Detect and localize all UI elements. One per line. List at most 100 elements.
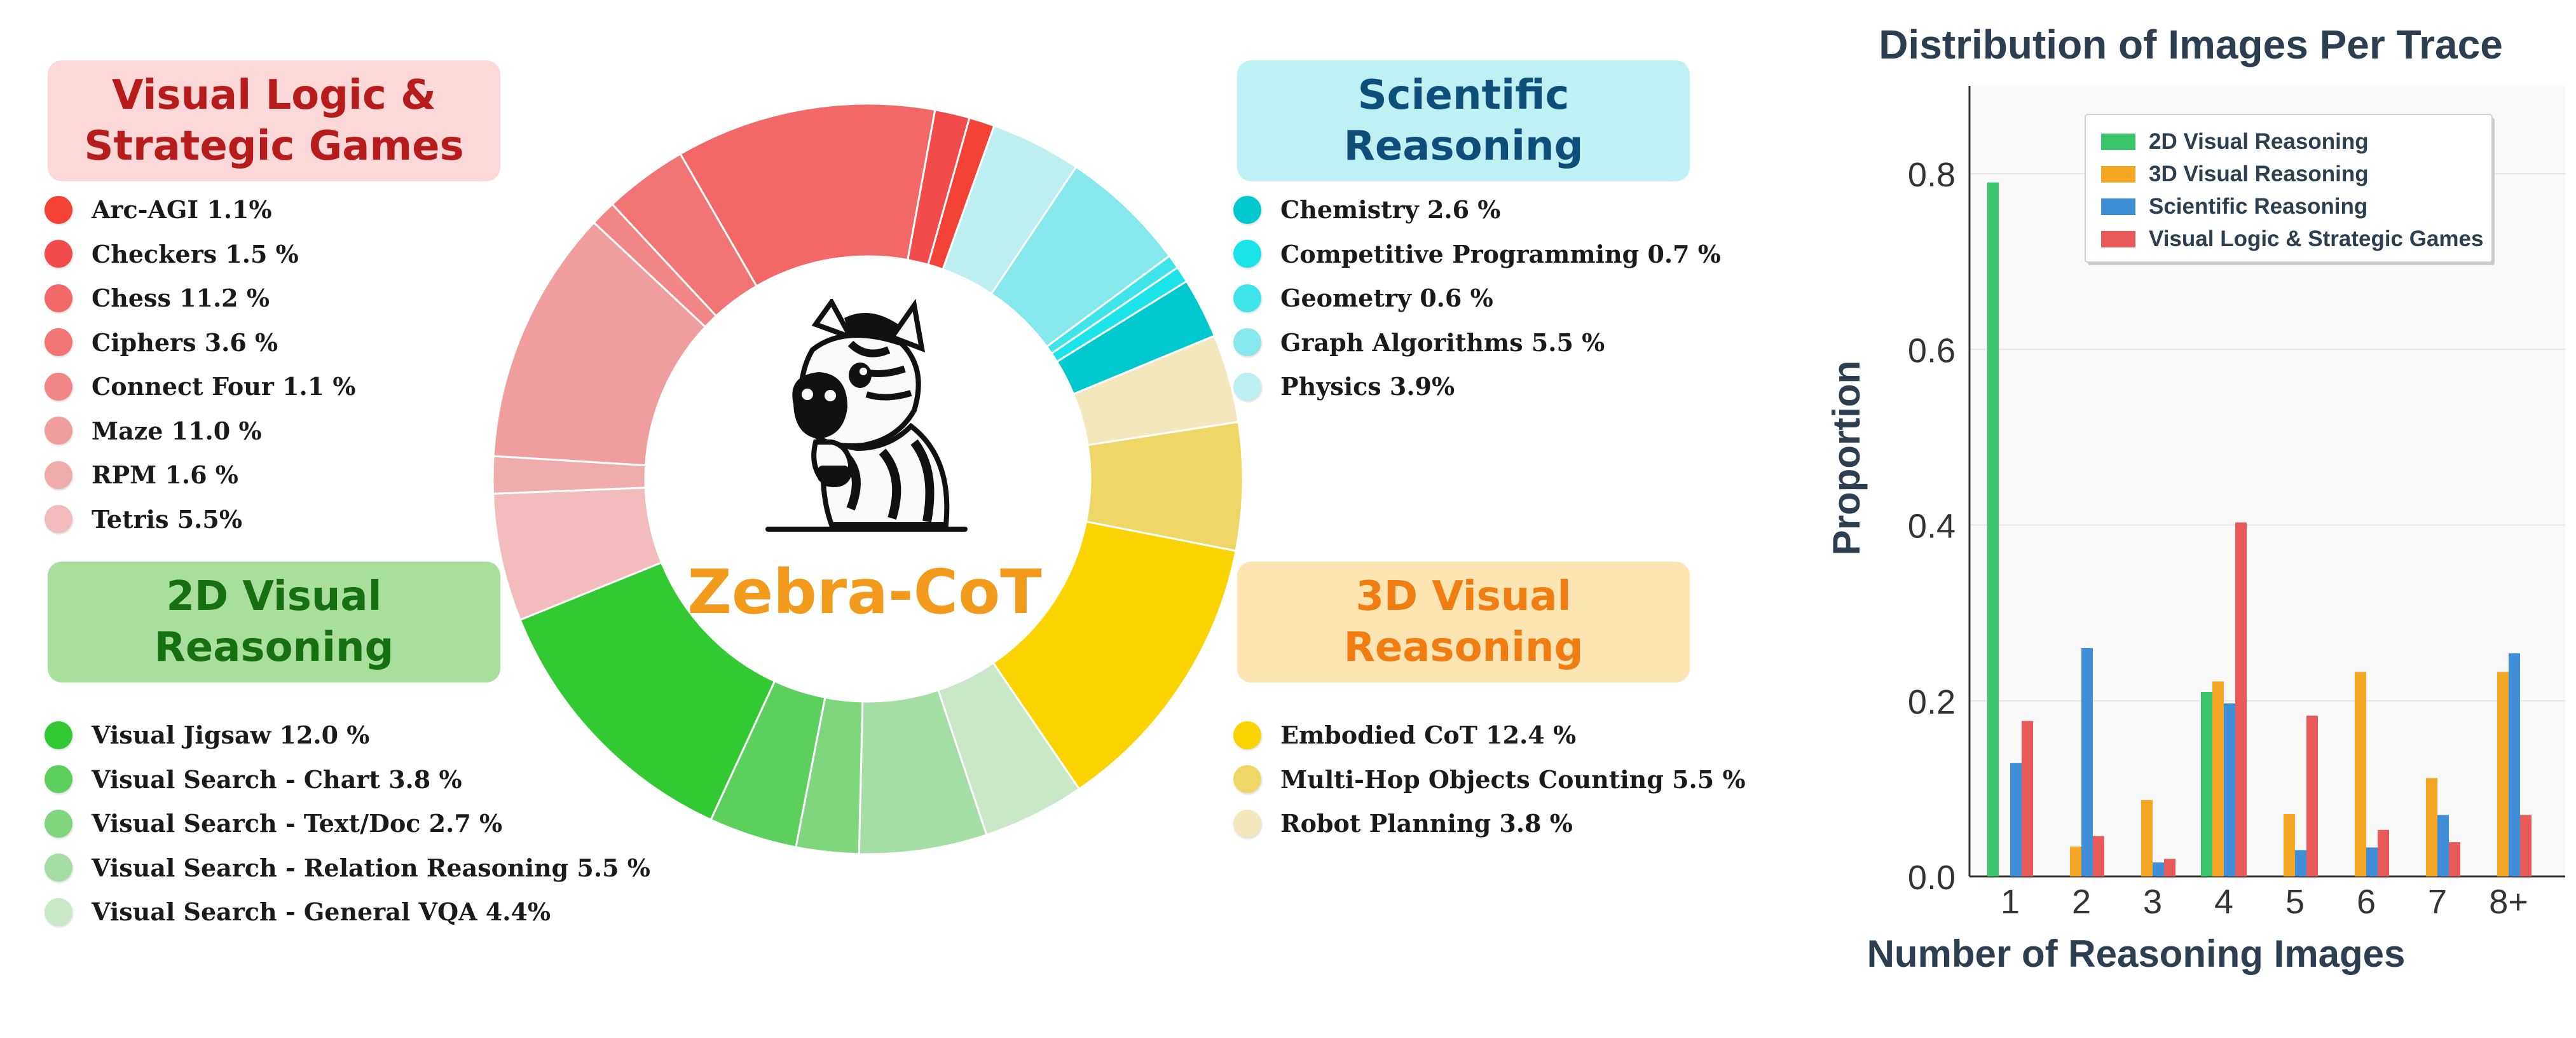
legend-item: Robot Planning 3.8 %: [1233, 801, 1746, 846]
donut-slice: [679, 102, 936, 287]
bar: [2224, 703, 2235, 876]
bar: [2070, 847, 2081, 876]
bar: [2212, 681, 2224, 876]
legend-series-label: 3D Visual Reasoning: [2149, 162, 2369, 186]
legend-dot-icon: [45, 897, 72, 926]
legend-dot-icon: [45, 284, 72, 312]
legend-item: RPM 1.6 %: [45, 453, 356, 497]
category-title-line: 3D Visual: [1355, 573, 1572, 620]
x-tick-label: 7: [2428, 883, 2447, 921]
bar: [2022, 721, 2033, 876]
legend-item: Visual Jigsaw 12.0 %: [45, 713, 650, 758]
legend-dot-icon: [45, 417, 72, 445]
y-tick-label: 0.6: [1908, 331, 1956, 370]
x-tick-label: 8+: [2489, 883, 2528, 921]
x-tick-label: 4: [2214, 883, 2233, 921]
legend-label: Visual Search - Chart 3.8 %: [92, 765, 462, 794]
legend-dot-icon: [1233, 284, 1261, 312]
legend-item: Visual Search - Text/Doc 2.7 %: [45, 801, 650, 846]
category-title-line: Scientific: [1357, 72, 1570, 119]
x-tick-label: 5: [2285, 883, 2305, 921]
legend-visual-logic: Arc-AGI 1.1% Checkers 1.5 % Chess 11.2 % Ci…: [45, 188, 356, 541]
category-title-line: Strategic Games: [84, 123, 464, 170]
legend-series-label: 2D Visual Reasoning: [2149, 129, 2369, 154]
legend-label: Arc-AGI 1.1%: [92, 195, 272, 225]
bar: [2426, 778, 2437, 876]
legend-dot-icon: [45, 809, 72, 838]
donut-slice: [492, 221, 707, 467]
legend-label: Embodied CoT 12.4 %: [1280, 721, 1577, 750]
legend-label: Visual Search - Relation Reasoning 5.5 %: [92, 853, 650, 882]
category-box-2d-visual: 2D Visual Reasoning: [48, 562, 500, 682]
bar: [2141, 799, 2153, 876]
legend-label: Robot Planning 3.8 %: [1280, 809, 1573, 838]
donut-slice: [927, 116, 996, 271]
bar: [2497, 672, 2509, 876]
bar: [2284, 813, 2295, 876]
legend-label: Checkers 1.5 %: [92, 239, 299, 268]
bar: [2081, 647, 2093, 876]
legend-dot-icon: [45, 721, 72, 749]
legend-label: Multi-Hop Objects Counting 5.5 %: [1280, 765, 1746, 794]
y-tick-label: 0.8: [1908, 156, 1956, 194]
category-title-line: Reasoning: [1343, 123, 1584, 170]
legend-label: Tetris 5.5%: [92, 504, 242, 534]
bar: [2520, 815, 2531, 876]
donut-slice: [992, 520, 1237, 791]
legend-swatch: [2101, 134, 2135, 150]
legend-item: Visual Search - General VQA 4.4%: [45, 890, 650, 934]
bar: [2366, 847, 2378, 876]
legend-series-label: Visual Logic & Strategic Games: [2149, 226, 2484, 251]
bar: [2010, 763, 2022, 876]
category-box-visual-logic: Visual Logic & Strategic Games: [48, 60, 500, 181]
x-tick-label: 1: [2001, 883, 2020, 921]
category-title-line: Reasoning: [1343, 624, 1584, 671]
y-axis-label: Proportion: [1825, 361, 1868, 556]
legend-label: Chess 11.2 %: [92, 284, 270, 313]
category-title-line: Reasoning: [154, 624, 394, 671]
x-tick-label: 2: [2072, 883, 2091, 921]
legend-item: Chemistry 2.6 %: [1233, 188, 1721, 232]
legend-dot-icon: [45, 240, 72, 268]
x-tick-label: 3: [2143, 883, 2162, 921]
bar: [2235, 522, 2247, 876]
legend-dot-icon: [45, 372, 72, 401]
bar: [1987, 182, 1999, 876]
legend-swatch: [2101, 166, 2135, 183]
legend-item: Checkers 1.5 %: [45, 232, 356, 277]
legend-item: Chess 11.2 %: [45, 276, 356, 321]
legend-label: Geometry 0.6 %: [1280, 284, 1493, 313]
legend-item: Maze 11.0 %: [45, 409, 356, 453]
legend-label: Ciphers 3.6 %: [92, 328, 278, 357]
legend-label: Visual Jigsaw 12.0 %: [92, 721, 370, 750]
legend-item: Tetris 5.5%: [45, 497, 356, 542]
legend-item: Multi-Hop Objects Counting 5.5 %: [1233, 758, 1746, 802]
legend-dot-icon: [45, 460, 72, 489]
bar: [2509, 653, 2520, 876]
legend-series-label: Scientific Reasoning: [2149, 194, 2367, 219]
legend-label: Chemistry 2.6 %: [1280, 195, 1501, 225]
legend-dot-icon: [45, 765, 72, 794]
legend-label: Physics 3.9%: [1280, 372, 1455, 401]
bar: [2449, 842, 2460, 876]
legend-swatch: [2101, 198, 2135, 215]
legend-dot-icon: [1233, 721, 1261, 749]
legend-dot-icon: [45, 195, 72, 224]
chart-legend: [2085, 114, 2493, 263]
y-tick-label: 0.2: [1908, 683, 1956, 721]
legend-dot-icon: [1233, 809, 1261, 838]
category-box-3d-visual: 3D Visual Reasoning: [1237, 562, 1690, 682]
legend-item: Physics 3.9%: [1233, 364, 1721, 409]
legend-dot-icon: [1233, 328, 1261, 357]
bar: [2437, 815, 2449, 876]
category-title-line: Visual Logic &: [112, 72, 436, 119]
legend-dot-icon: [45, 505, 72, 534]
legend-item: Arc-AGI 1.1%: [45, 188, 356, 232]
y-tick-label: 0.0: [1908, 859, 1956, 897]
legend-item: Visual Search - Relation Reasoning 5.5 %: [45, 846, 650, 890]
category-title-line: 2D Visual: [166, 573, 382, 620]
bar: [2355, 672, 2366, 876]
legend-item: Graph Algorithms 5.5 %: [1233, 321, 1721, 365]
x-axis-label: Number of Reasoning Images: [1867, 932, 2406, 975]
chart-title: Distribution of Images Per Trace: [1879, 22, 2503, 67]
